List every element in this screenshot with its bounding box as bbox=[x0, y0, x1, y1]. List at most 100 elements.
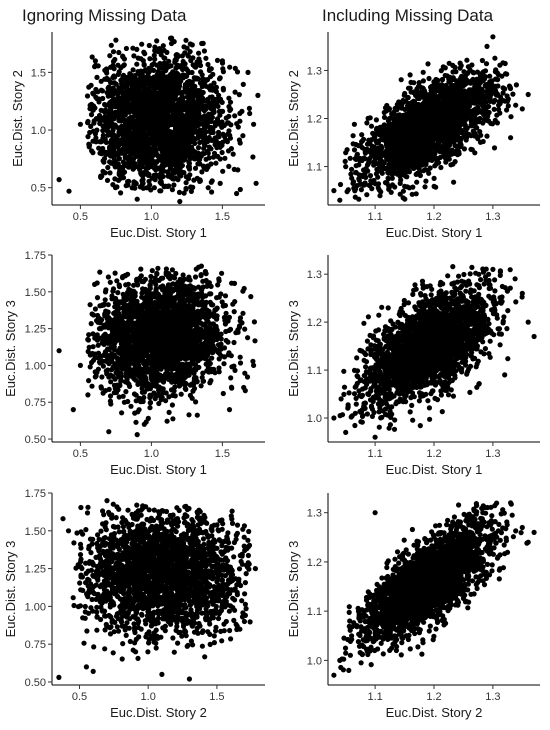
scatter-point bbox=[402, 196, 408, 202]
scatter-point bbox=[183, 66, 189, 72]
scatter-point bbox=[94, 74, 100, 80]
scatter-point bbox=[426, 157, 432, 163]
scatter-point bbox=[440, 130, 446, 136]
scatter-point bbox=[142, 92, 148, 98]
y-axis-title: Euc.Dist. Story 2 bbox=[286, 70, 301, 167]
scatter-point bbox=[144, 141, 150, 147]
scatter-point bbox=[196, 120, 202, 126]
scatter-point bbox=[434, 95, 441, 101]
scatter-point bbox=[358, 143, 364, 149]
scatter-point bbox=[188, 188, 194, 194]
column-title-including: Including Missing Data bbox=[322, 6, 494, 25]
scatter-point bbox=[213, 84, 219, 90]
scatter-point bbox=[107, 91, 113, 97]
scatter-point bbox=[111, 110, 117, 116]
scatter-point bbox=[169, 187, 175, 193]
scatter-point bbox=[128, 88, 134, 94]
scatter-point bbox=[428, 130, 434, 136]
scatter-point bbox=[115, 62, 121, 68]
scatter-point bbox=[155, 139, 161, 145]
scatter-point bbox=[385, 176, 391, 182]
scatter-point bbox=[160, 119, 166, 125]
scatter-point bbox=[101, 156, 108, 162]
scatter-point bbox=[415, 83, 422, 90]
scatter-point bbox=[179, 53, 185, 59]
scatter-point bbox=[490, 90, 496, 96]
scatter-point bbox=[354, 151, 360, 157]
scatter-point bbox=[414, 179, 420, 185]
scatter-point bbox=[177, 96, 184, 102]
scatter-point bbox=[178, 112, 184, 118]
scatter-point bbox=[478, 78, 484, 84]
scatter-point bbox=[176, 189, 183, 195]
scatter-point bbox=[394, 133, 400, 139]
x-axis-title: Euc.Dist. Story 1 bbox=[110, 225, 207, 240]
scatter-point bbox=[185, 52, 191, 59]
scatter-point bbox=[395, 151, 401, 157]
scatter-point bbox=[448, 94, 454, 100]
scatter-point bbox=[385, 169, 391, 176]
scatter-point bbox=[123, 45, 129, 52]
scatter-point bbox=[133, 89, 139, 96]
scatter-point bbox=[466, 103, 472, 109]
scatter-point bbox=[400, 113, 406, 119]
y-tick-label: 1.3 bbox=[307, 65, 322, 77]
scatter-point bbox=[173, 141, 180, 147]
scatter-point bbox=[177, 198, 183, 205]
scatter-point bbox=[217, 180, 223, 186]
scatter-point bbox=[458, 122, 464, 128]
scatter-point bbox=[351, 147, 358, 153]
scatter-point bbox=[461, 146, 467, 152]
scatter-point bbox=[131, 140, 137, 146]
scatter-point bbox=[111, 151, 117, 157]
scatter-point bbox=[208, 66, 214, 72]
scatter-point bbox=[403, 98, 409, 104]
scatter-point bbox=[433, 184, 439, 190]
scatter-point bbox=[170, 416, 176, 422]
scatter-point bbox=[137, 184, 143, 190]
scatter-point bbox=[510, 91, 516, 97]
scatter-point bbox=[240, 133, 246, 139]
scatter-point bbox=[203, 55, 209, 61]
scatter-point bbox=[389, 128, 396, 134]
scatter-point bbox=[126, 108, 132, 114]
scatter-point bbox=[367, 173, 374, 179]
scatter-point bbox=[373, 171, 379, 177]
scatter-point bbox=[223, 115, 229, 121]
scatter-point bbox=[96, 96, 102, 102]
scatter-point bbox=[93, 139, 99, 145]
scatter-points bbox=[331, 34, 531, 203]
scatter-point bbox=[500, 60, 506, 66]
scatter-point bbox=[230, 151, 236, 157]
scatter-point bbox=[191, 89, 197, 95]
scatter-point bbox=[435, 78, 441, 84]
scatter-point bbox=[97, 139, 103, 145]
scatter-point bbox=[209, 189, 215, 195]
scatter-point bbox=[451, 139, 457, 145]
scatter-point bbox=[222, 155, 228, 161]
scatter-point bbox=[106, 77, 112, 83]
scatter-point bbox=[147, 56, 153, 62]
scatter-point bbox=[237, 140, 243, 146]
scatter-point bbox=[94, 127, 100, 134]
scatter-point bbox=[127, 157, 133, 163]
x-tick-label: 1.5 bbox=[215, 211, 230, 223]
scatter-point bbox=[214, 57, 221, 64]
scatter-point bbox=[195, 96, 201, 102]
column-title-ignoring: Ignoring Missing Data bbox=[22, 6, 187, 25]
scatter-point bbox=[409, 143, 416, 149]
scatter-point bbox=[199, 40, 205, 47]
scatter-point bbox=[504, 107, 510, 113]
scatter-point bbox=[190, 184, 196, 190]
scatter-point bbox=[201, 78, 207, 84]
scatter-point bbox=[92, 64, 98, 70]
scatter-point bbox=[131, 53, 137, 59]
scatter-point bbox=[210, 105, 216, 111]
scatter-point bbox=[417, 172, 423, 179]
scatter-point bbox=[470, 128, 476, 134]
scatter-point bbox=[157, 175, 164, 181]
scatter-point bbox=[103, 68, 110, 74]
scatter-point bbox=[186, 70, 192, 76]
scatter-point bbox=[431, 175, 437, 181]
scatter-point bbox=[149, 160, 155, 166]
